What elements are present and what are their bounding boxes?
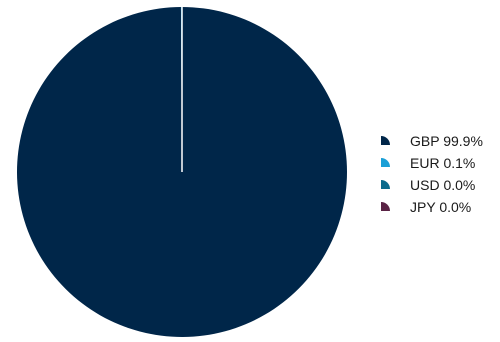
legend-label-gbp: GBP 99.9% <box>410 133 483 149</box>
legend-item-gbp: GBP 99.9% <box>381 133 483 149</box>
pie-slices <box>17 7 348 337</box>
legend-swatch-usd <box>381 180 390 189</box>
legend-swatch-eur <box>381 158 390 167</box>
legend-label-eur: EUR 0.1% <box>410 155 475 171</box>
legend-label-jpy: JPY 0.0% <box>410 199 471 215</box>
legend: GBP 99.9% EUR 0.1% USD 0.0% JPY 0.0% <box>381 133 483 215</box>
legend-label-usd: USD 0.0% <box>410 177 475 193</box>
legend-item-jpy: JPY 0.0% <box>381 199 471 215</box>
legend-swatch-jpy <box>381 202 390 211</box>
legend-item-usd: USD 0.0% <box>381 177 475 193</box>
legend-swatch-gbp <box>381 136 390 145</box>
legend-item-eur: EUR 0.1% <box>381 155 475 171</box>
